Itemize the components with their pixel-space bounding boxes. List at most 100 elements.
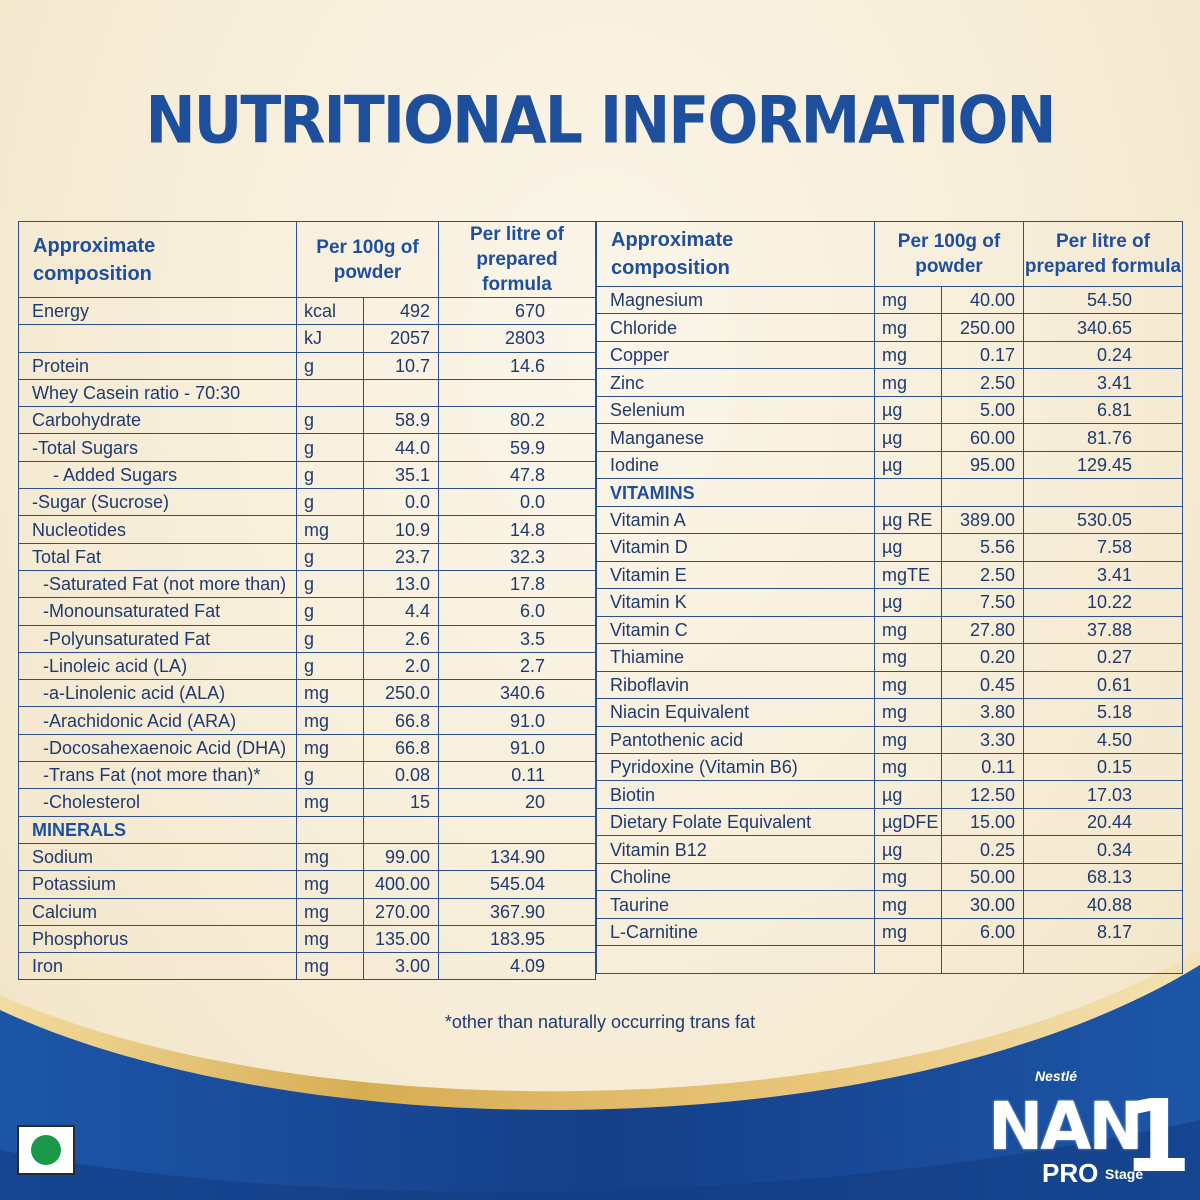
left-cell-p100: 15 <box>363 788 439 817</box>
right-cell-unit: mg <box>874 725 942 754</box>
left-cell-unit: mg <box>296 515 364 544</box>
right-cell-pl: 40.88 <box>1023 890 1183 919</box>
left-cell-pl <box>438 815 596 844</box>
left-table-row: -Saturated Fat (not more than) g 13.0 17.8 <box>18 569 596 599</box>
left-table-row: -a-Linolenic acid (ALA) mg 250.0 340.6 <box>18 679 596 708</box>
left-cell-pl: 91.0 <box>438 706 596 735</box>
left-cell-pl: 32.3 <box>438 542 596 571</box>
right-cell-pl: 0.15 <box>1023 752 1183 782</box>
left-cell-unit: mg <box>296 870 364 899</box>
right-cell-unit: mg <box>874 670 942 700</box>
left-cell-p100: 23.7 <box>363 542 439 571</box>
right-cell-pl: 54.50 <box>1023 285 1183 315</box>
left-cell-pl: 17.8 <box>438 569 596 599</box>
right-table-row: Taurine mg 30.00 40.88 <box>596 890 1183 919</box>
left-cell-name: MINERALS <box>18 815 297 844</box>
right-cell-unit: mg <box>874 368 942 397</box>
right-cell-pl: 3.41 <box>1023 368 1183 397</box>
left-table-row: - Added Sugars g 35.1 47.8 <box>18 460 596 490</box>
right-cell-name: Vitamin K <box>596 588 875 617</box>
right-cell-pl: 6.81 <box>1023 395 1183 425</box>
right-cell-p100: 30.00 <box>941 890 1024 919</box>
left-cell-name: Whey Casein ratio - 70:30 <box>18 378 297 408</box>
left-table-row: kJ 2057 2803 <box>18 324 596 353</box>
left-cell-pl: 134.90 <box>438 842 596 872</box>
left-cell-p100: 2057 <box>363 324 439 353</box>
left-cell-pl: 670 <box>438 296 596 326</box>
left-cell-p100: 250.0 <box>363 679 439 708</box>
right-cell-unit: µg <box>874 450 942 480</box>
vegetarian-mark-icon <box>17 1125 75 1175</box>
left-cell-name: -Sugar (Sucrose) <box>18 488 297 517</box>
right-table-row: VITAMINS <box>596 478 1183 507</box>
right-cell-p100 <box>941 945 1024 974</box>
right-cell-name: Pyridoxine (Vitamin B6) <box>596 752 875 782</box>
right-cell-pl: 7.58 <box>1023 533 1183 562</box>
left-table-row: -Polyunsaturated Fat g 2.6 3.5 <box>18 624 596 653</box>
left-cell-pl: 183.95 <box>438 924 596 954</box>
left-cell-unit: kcal <box>296 296 364 326</box>
left-cell-unit: g <box>296 761 364 790</box>
right-cell-p100: 0.11 <box>941 752 1024 782</box>
left-cell-name: -Trans Fat (not more than)* <box>18 761 297 790</box>
left-cell-unit: mg <box>296 952 364 981</box>
right-cell-pl: 4.50 <box>1023 725 1183 754</box>
right-cell-pl: 0.61 <box>1023 670 1183 700</box>
left-cell-pl: 47.8 <box>438 460 596 490</box>
right-cell-p100: 60.00 <box>941 423 1024 452</box>
right-cell-pl: 10.22 <box>1023 588 1183 617</box>
right-cell-p100: 0.25 <box>941 835 1024 864</box>
right-cell-p100: 50.00 <box>941 862 1024 892</box>
left-table-row: -Trans Fat (not more than)* g 0.08 0.11 <box>18 761 596 790</box>
right-cell-p100: 95.00 <box>941 450 1024 480</box>
right-cell-unit: µg <box>874 588 942 617</box>
left-cell-p100: 270.00 <box>363 897 439 926</box>
left-cell-name: Total Fat <box>18 542 297 571</box>
left-cell-pl: 2803 <box>438 324 596 353</box>
right-cell-name: Vitamin D <box>596 533 875 562</box>
left-cell-pl: 0.0 <box>438 488 596 517</box>
right-cell-name: Manganese <box>596 423 875 452</box>
left-table-row: Calcium mg 270.00 367.90 <box>18 897 596 926</box>
right-table-row: Pantothenic acid mg 3.30 4.50 <box>596 725 1183 754</box>
right-cell-pl: 20.44 <box>1023 807 1183 837</box>
left-cell-name: -Monounsaturated Fat <box>18 597 297 626</box>
right-table-row: L-Carnitine mg 6.00 8.17 <box>596 917 1183 947</box>
left-cell-pl: 0.11 <box>438 761 596 790</box>
right-cell-pl: 81.76 <box>1023 423 1183 452</box>
right-table-row: Biotin µg 12.50 17.03 <box>596 780 1183 809</box>
left-cell-unit: mg <box>296 706 364 735</box>
left-cell-p100: 3.00 <box>363 952 439 981</box>
left-cell-name: Potassium <box>18 870 297 899</box>
right-cell-unit: mgTE <box>874 560 942 590</box>
right-cell-p100: 7.50 <box>941 588 1024 617</box>
left-cell-unit <box>296 378 364 408</box>
right-cell-p100: 3.30 <box>941 725 1024 754</box>
right-cell-p100: 250.00 <box>941 313 1024 342</box>
left-cell-p100: 99.00 <box>363 842 439 872</box>
right-cell-unit: mg <box>874 340 942 370</box>
right-cell-unit: µg RE <box>874 505 942 535</box>
right-cell-unit: mg <box>874 752 942 782</box>
right-cell-name: Biotin <box>596 780 875 809</box>
right-cell-name: Magnesium <box>596 285 875 315</box>
right-cell-pl: 530.05 <box>1023 505 1183 535</box>
brand-stage-label: Stage <box>1105 1166 1144 1182</box>
left-cell-p100: 58.9 <box>363 406 439 435</box>
right-cell-p100: 5.56 <box>941 533 1024 562</box>
right-cell-unit <box>874 478 942 507</box>
left-cell-p100: 66.8 <box>363 733 439 763</box>
page-title: NUTRITIONAL INFORMATION <box>145 83 1056 159</box>
right-table-row: Zinc mg 2.50 3.41 <box>596 368 1183 397</box>
left-table-row: Iron mg 3.00 4.09 <box>18 952 596 981</box>
right-cell-pl <box>1023 478 1183 507</box>
left-table-row: -Arachidonic Acid (ARA) mg 66.8 91.0 <box>18 706 596 735</box>
left-table-row: Nucleotides mg 10.9 14.8 <box>18 515 596 544</box>
right-cell-unit: µgDFE <box>874 807 942 837</box>
left-cell-pl <box>438 378 596 408</box>
left-cell-pl: 91.0 <box>438 733 596 763</box>
left-header-per-litre: Per litre of prepared formula <box>438 221 596 298</box>
left-cell-unit: g <box>296 624 364 653</box>
